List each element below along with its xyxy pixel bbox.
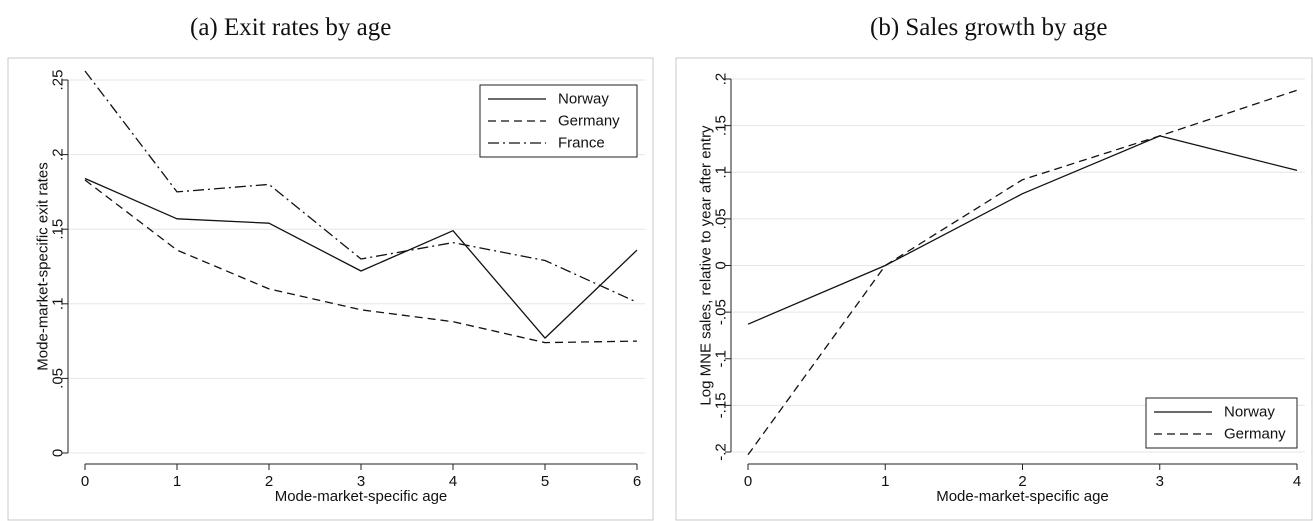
series-line-germany xyxy=(747,89,1298,456)
x-tick-label: 1 xyxy=(173,473,181,490)
series-line-france xyxy=(84,70,638,303)
chart-frame xyxy=(7,57,654,521)
y-tick-label: .2 xyxy=(713,73,730,86)
legend-label: Norway xyxy=(1224,404,1275,421)
x-tick-label: 4 xyxy=(449,473,457,490)
chart-frame xyxy=(675,57,1313,521)
y-tick-label: .05 xyxy=(713,208,730,229)
legend-label: Germany xyxy=(1224,426,1286,443)
x-tick-label: 3 xyxy=(357,473,365,490)
legend-label: France xyxy=(558,135,605,152)
series-line-norway xyxy=(84,177,638,339)
x-tick-label: 2 xyxy=(265,473,273,490)
y-tick-label: -.05 xyxy=(713,299,730,325)
y-tick-label: -.2 xyxy=(713,443,730,461)
x-tick-label: 4 xyxy=(1293,473,1301,490)
x-tick-label: 6 xyxy=(633,473,641,490)
y-tick-label: 0 xyxy=(713,261,730,269)
series-line-norway xyxy=(747,135,1298,325)
y-tick-label: 0 xyxy=(50,449,67,457)
x-tick-label: 0 xyxy=(81,473,89,490)
y-tick-label: .25 xyxy=(50,70,67,91)
legend-label: Germany xyxy=(558,113,620,130)
y-axis-label: Mode-market-specific exit rates xyxy=(35,162,52,370)
y-tick-label: .1 xyxy=(50,298,67,311)
chart-b: -.2 -.15 -.1 -.05 0 .05 .1 .15 .2 0 1 2 3 4 Mode-marke… xyxy=(675,57,1313,521)
y-tick-label: .05 xyxy=(50,368,67,389)
x-tick-label: 1 xyxy=(881,473,889,490)
panel-b-title: (b) Sales growth by age xyxy=(870,14,1108,41)
series-line-germany xyxy=(84,179,638,344)
y-tick-label: .2 xyxy=(50,148,67,161)
legend-box xyxy=(1145,397,1298,449)
x-axis-label: Mode-market-specific age xyxy=(936,488,1109,505)
x-tick-label: 3 xyxy=(1156,473,1164,490)
panel-a-title: (a) Exit rates by age xyxy=(190,14,392,41)
x-tick-label: 5 xyxy=(541,473,549,490)
legend-label: Norway xyxy=(558,91,609,108)
x-axis-label: Mode-market-specific age xyxy=(275,488,448,505)
y-axis-label: Log MNE sales, relative to year after en… xyxy=(698,125,715,406)
y-tick-label: -.15 xyxy=(713,392,730,418)
x-tick-label: 2 xyxy=(1018,473,1026,490)
y-tick-label: .15 xyxy=(50,219,67,240)
chart-a: 0 .05 .1 .15 .2 .25 0 1 2 3 4 5 6 Mode-market-specifi… xyxy=(7,57,654,521)
x-tick-label: 0 xyxy=(744,473,752,490)
y-tick-label: -.1 xyxy=(713,350,730,368)
y-tick-label: .15 xyxy=(713,115,730,136)
y-tick-label: .1 xyxy=(713,166,730,179)
